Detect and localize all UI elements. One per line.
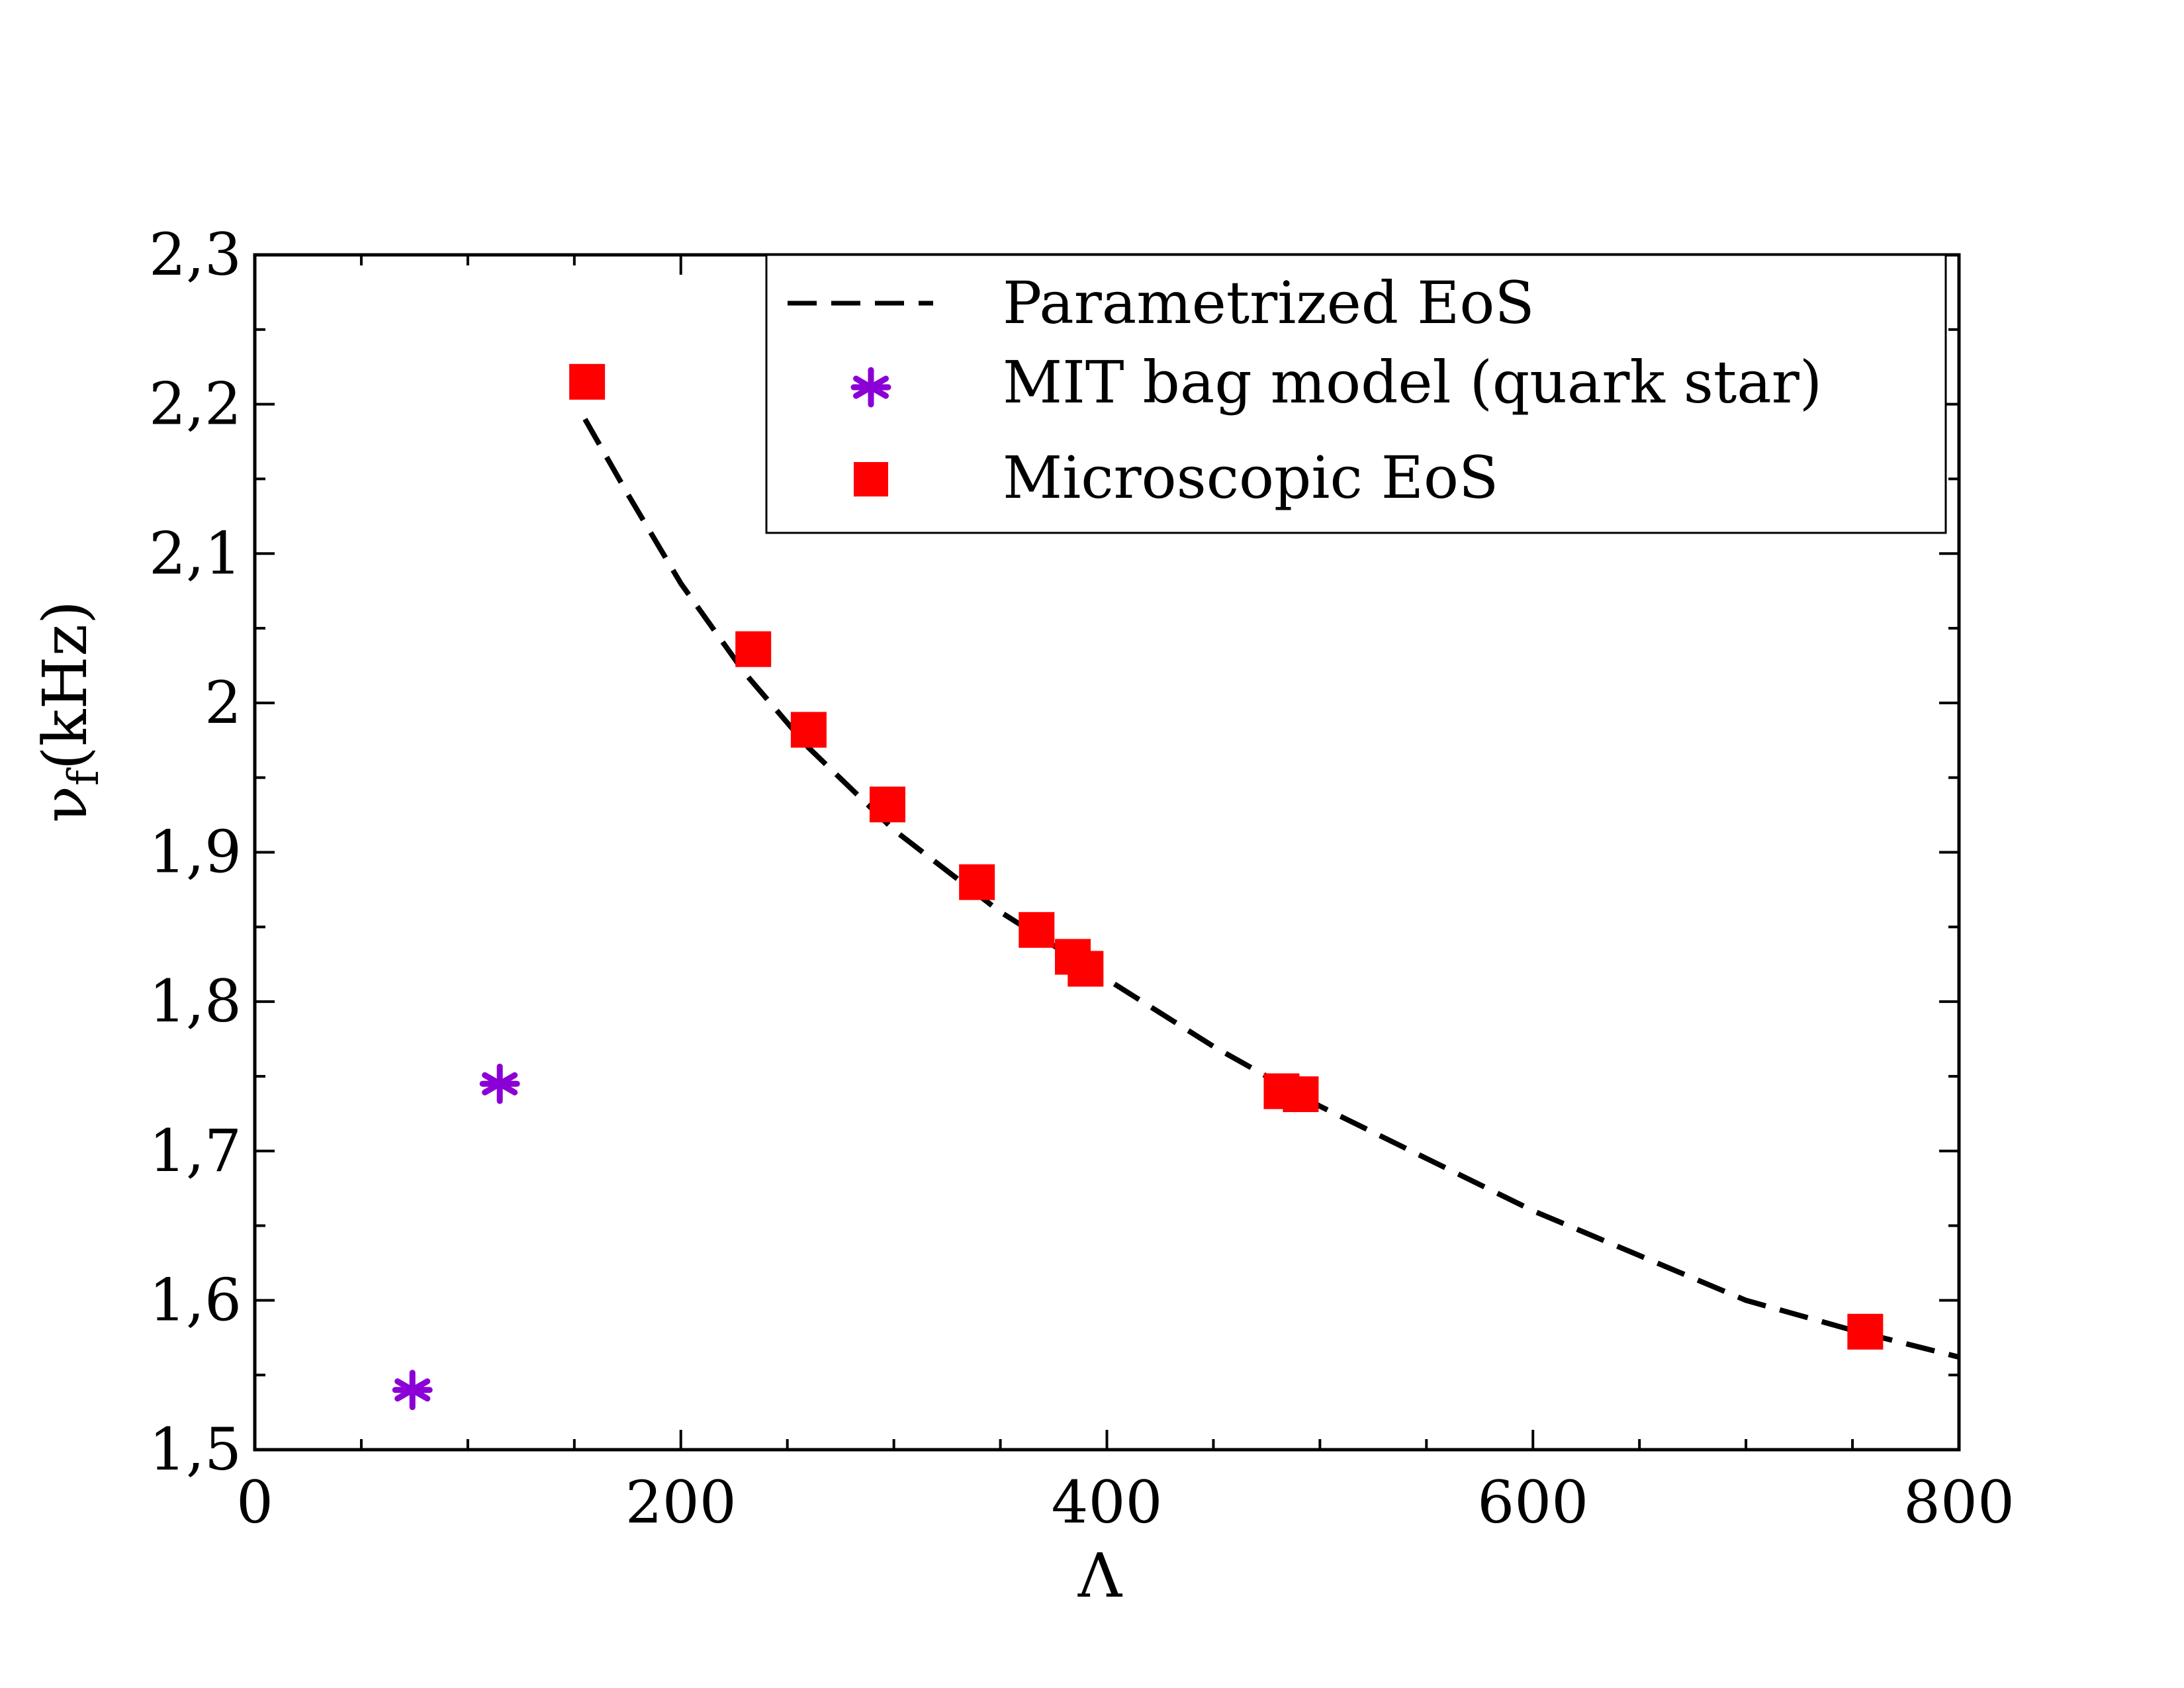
microscopic-eos-point [959, 864, 995, 900]
microscopic-eos-point [869, 786, 905, 823]
axes: 0 200 400 600 800 1,5 1,6 1,7 1,8 1,9 2 2,1 2,2 2,3 [149, 220, 2015, 1536]
y-axis-title-unit: (kHz) [30, 600, 101, 770]
y-tick-label: 1,5 [149, 1415, 242, 1483]
mit-bag-point [479, 1063, 520, 1104]
legend-asterisk [850, 367, 891, 408]
x-axis-title: Λ [1077, 1540, 1123, 1611]
microscopic-eos-point [569, 363, 606, 400]
legend-swatch-mit [850, 367, 891, 408]
microscopic-eos-point [790, 712, 827, 748]
y-axis-title-symbol: ν [30, 786, 101, 823]
y-axis-title: νf(kHz) [30, 600, 109, 823]
y-tick-label: 2 [205, 669, 242, 737]
y-tick-label: 1,8 [149, 967, 242, 1035]
y-tick-label: 1,7 [149, 1117, 242, 1185]
y-tick-label: 2,2 [149, 370, 242, 438]
y-tick-label: 2,1 [149, 519, 242, 587]
x-tick-label: 600 [1477, 1468, 1588, 1536]
mit-bag-point [392, 1370, 433, 1411]
legend-label-parametrized: Parametrized EoS [1003, 269, 1535, 337]
parametrized-eos-line [582, 418, 1960, 1360]
y-tick-label: 1,9 [149, 818, 242, 886]
legend-label-microscopic: Microscopic EoS [1003, 444, 1498, 512]
microscopic-eos-point [1068, 951, 1104, 987]
y-axis-title-subscript: f [60, 767, 109, 786]
microscopic-eos-point [735, 631, 772, 667]
legend-box [765, 254, 1947, 534]
microscopic-eos-point [1019, 912, 1055, 948]
x-tick-label: 200 [625, 1468, 737, 1536]
y-tick-label: 2,3 [149, 220, 242, 289]
microscopic-eos-point [1283, 1076, 1319, 1113]
y-tick-label: 1,6 [149, 1266, 242, 1334]
x-tick-label: 0 [236, 1468, 273, 1536]
legend-swatch-microscopic [854, 462, 888, 496]
plot-area [392, 363, 1960, 1411]
legend: Parametrized EoS MIT bag model (quark st… [765, 254, 1947, 534]
x-tick-label: 400 [1052, 1468, 1163, 1536]
microscopic-eos-point [1847, 1313, 1884, 1350]
legend-label-mit: MIT bag model (quark star) [1003, 348, 1822, 416]
x-tick-label: 800 [1903, 1468, 2015, 1536]
